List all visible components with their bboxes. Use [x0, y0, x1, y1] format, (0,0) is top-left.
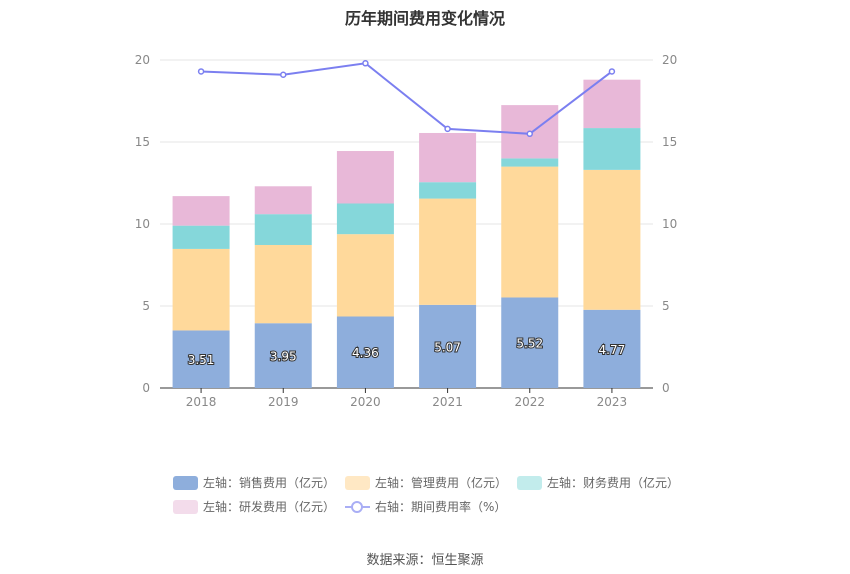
- bar-segment-3: [419, 132, 477, 183]
- bar-data-label: 4.36: [352, 346, 379, 360]
- legend-swatch-finance: [517, 475, 542, 490]
- bar-segment-2: [254, 214, 312, 245]
- rate-point: [362, 60, 369, 67]
- bar-segment-2: [583, 128, 641, 170]
- bar-segment-1: [501, 166, 559, 298]
- y-right-tick-label: 20: [662, 53, 677, 67]
- bar-data-label: 5.07: [434, 340, 461, 354]
- bar-data-label: 4.77: [599, 343, 626, 357]
- y-right-tick-label: 0: [662, 381, 670, 395]
- y-left-tick-label: 20: [135, 53, 150, 67]
- y-left-tick-label: 5: [142, 299, 150, 313]
- rate-line: [201, 62, 613, 135]
- y-right-tick-label: 15: [662, 135, 677, 149]
- bar-segment-0: [172, 330, 230, 388]
- y-left-tick-label: 15: [135, 135, 150, 149]
- bar-segment-1: [172, 248, 230, 331]
- bar-segment-2: [336, 203, 394, 235]
- y-left-tick-label: 0: [142, 381, 150, 395]
- bar-segment-0: [419, 304, 477, 388]
- y-left-tick-label: 10: [135, 217, 150, 231]
- legend-label-finance: 左轴：财务费用（亿元）: [547, 476, 680, 490]
- bar-data-label: 3.51: [188, 353, 215, 367]
- legend-item-rnd[interactable]: 左轴：研发费用（亿元）: [173, 498, 335, 515]
- bar-segment-1: [254, 244, 312, 324]
- legend-label-sales: 左轴：销售费用（亿元）: [203, 476, 336, 490]
- bar-segment-2: [172, 225, 230, 249]
- bar-segment-3: [583, 79, 641, 129]
- rate-point: [197, 68, 205, 75]
- legend-swatch-rate: [345, 500, 370, 514]
- y-right-tick-label: 10: [662, 217, 677, 231]
- chart-title: 历年期间费用变化情况: [344, 9, 505, 28]
- bar-segment-0: [501, 297, 559, 388]
- x-tick-label: 2022: [514, 395, 545, 409]
- legend-label-admin: 左轴：管理费用（亿元）: [375, 476, 508, 490]
- bar-data-label: 3.95: [270, 350, 297, 364]
- x-tick-label: 2021: [432, 395, 463, 409]
- rate-point: [526, 130, 533, 138]
- data-source: 数据来源：恒生聚源: [366, 553, 484, 568]
- bar-segment-3: [172, 196, 230, 226]
- legend-item-rate[interactable]: 右轴：期间费用率（%）: [345, 498, 506, 515]
- bar-segment-3: [254, 186, 312, 215]
- rate-point: [444, 125, 451, 133]
- bar-segment-3: [336, 151, 394, 204]
- legend-swatch-sales: [173, 475, 198, 490]
- legend-swatch-rnd: [173, 499, 198, 514]
- y-right-tick-label: 5: [662, 299, 670, 313]
- bar-segment-2: [419, 182, 477, 199]
- legend-item-admin[interactable]: 左轴：管理费用（亿元）: [345, 474, 507, 491]
- bar-segment-0: [254, 323, 312, 388]
- rate-point: [280, 71, 287, 79]
- legend-label-rate: 右轴：期间费用率（%）: [375, 500, 507, 514]
- bar-segment-2: [501, 158, 559, 167]
- legend-item-finance[interactable]: 左轴：财务费用（亿元）: [517, 474, 679, 491]
- bar-segment-1: [583, 169, 641, 310]
- legend-swatch-admin: [345, 475, 370, 490]
- x-tick-label: 2020: [350, 395, 381, 409]
- bar-segment-1: [336, 234, 394, 317]
- bar-segment-0: [583, 309, 641, 388]
- x-tick-label: 2019: [268, 395, 299, 409]
- bar-segment-1: [419, 198, 477, 305]
- bar-data-label: 5.52: [516, 337, 543, 351]
- rate-point: [608, 68, 616, 75]
- x-tick-label: 2023: [597, 395, 628, 409]
- legend-item-sales[interactable]: 左轴：销售费用（亿元）: [173, 474, 335, 491]
- legend-label-rnd: 左轴：研发费用（亿元）: [203, 500, 336, 514]
- bar-segment-0: [336, 316, 394, 388]
- x-tick-label: 2018: [186, 395, 217, 409]
